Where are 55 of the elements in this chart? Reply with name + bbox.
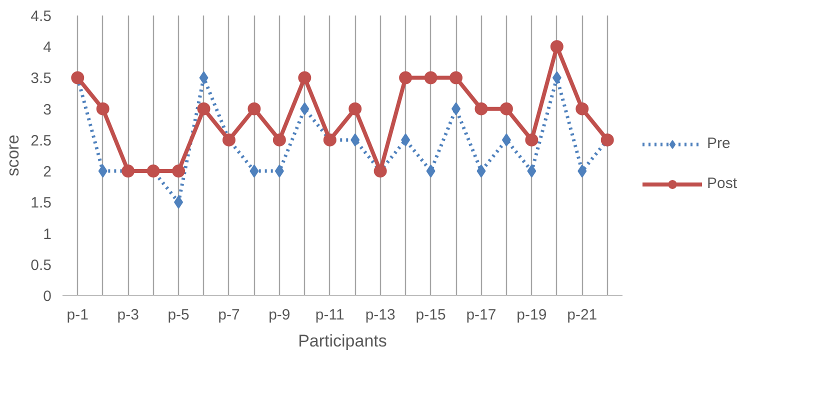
y-tick-label: 1 [43, 226, 52, 243]
point [552, 71, 562, 84]
y-tick-label: 0.5 [30, 256, 52, 274]
x-tick-label: p-15 [416, 306, 446, 324]
x-tick-label: p-19 [516, 306, 547, 324]
legend-label: Post [707, 175, 738, 192]
y-tick-label: 0 [43, 288, 52, 305]
point [452, 102, 461, 116]
point [272, 133, 286, 146]
x-tick-label: p-7 [218, 306, 240, 324]
point [197, 102, 210, 116]
point [96, 102, 110, 116]
y-tick-label: 2.5 [30, 132, 52, 150]
point [174, 196, 184, 209]
x-tick-label: p-3 [117, 306, 139, 324]
point [172, 164, 186, 178]
x-tick-label: p-9 [268, 306, 290, 324]
point [248, 102, 261, 116]
point [298, 71, 312, 84]
x-tick-label: p-21 [567, 306, 598, 324]
point [426, 164, 436, 178]
point [401, 133, 410, 146]
point [476, 164, 486, 178]
point [502, 133, 511, 146]
point [98, 164, 108, 178]
x-tick-label: p-1 [66, 306, 88, 324]
point [474, 102, 488, 116]
y-tick-label: 1.5 [30, 194, 52, 212]
point [300, 102, 310, 116]
point [500, 102, 513, 116]
y-tick-label: 2 [43, 164, 52, 181]
y-tick-label: 4.5 [30, 8, 52, 25]
point [578, 164, 587, 178]
x-axis-title: Participants [298, 332, 387, 350]
point [199, 71, 208, 84]
x-tick-label: p-11 [315, 306, 344, 324]
y-axis-title: score [4, 134, 23, 176]
point [527, 164, 536, 178]
y-tick-label: 3 [43, 101, 52, 118]
point [450, 71, 463, 84]
point [274, 164, 284, 178]
point [250, 164, 259, 178]
legend-label: Pre [707, 135, 730, 152]
point [348, 102, 362, 116]
y-tick-label: 3.5 [30, 70, 52, 88]
point [424, 71, 438, 84]
point [576, 102, 589, 116]
x-tick-label: p-13 [365, 306, 396, 324]
y-tick-label: 4 [43, 39, 52, 56]
x-tick-label: p-17 [466, 306, 496, 324]
point [399, 71, 412, 84]
x-tick-label: p-5 [168, 306, 190, 324]
point [550, 40, 564, 54]
point [525, 133, 538, 146]
point [350, 133, 360, 146]
